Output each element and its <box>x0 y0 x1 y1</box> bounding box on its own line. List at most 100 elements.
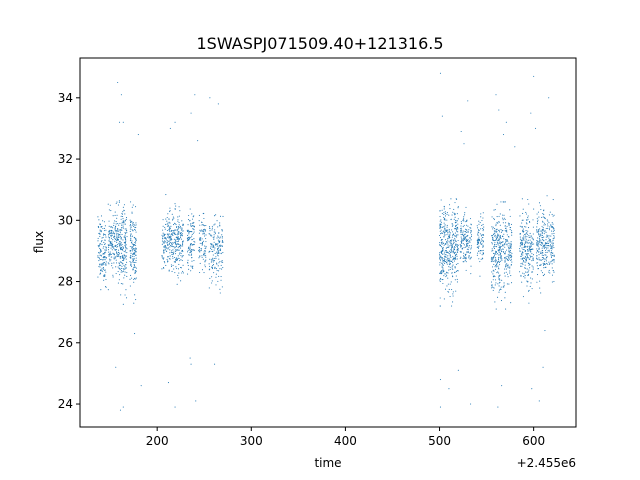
scatter-point <box>187 237 190 239</box>
scatter-point <box>176 249 178 251</box>
scatter-point <box>529 239 531 241</box>
scatter-point <box>219 225 221 227</box>
scatter-point <box>104 286 107 288</box>
scatter-point <box>114 238 116 240</box>
scatter-point <box>522 263 524 265</box>
scatter-point <box>543 224 545 226</box>
scatter-point <box>222 261 224 263</box>
scatter-point <box>447 277 449 279</box>
scatter-point <box>99 248 101 250</box>
scatter-point <box>135 267 137 269</box>
scatter-point <box>440 226 442 228</box>
scatter-point <box>496 240 498 242</box>
scatter-point <box>443 262 446 264</box>
scatter-point <box>122 246 124 248</box>
scatter-point <box>543 245 545 247</box>
scatter-point <box>102 220 104 222</box>
scatter-point <box>528 253 530 255</box>
scatter-point <box>492 237 494 239</box>
scatter-point <box>467 249 469 251</box>
scatter-point <box>124 271 126 273</box>
scatter-point <box>120 244 122 246</box>
scatter-point <box>442 250 444 252</box>
scatter-point <box>547 225 549 227</box>
scatter-point <box>499 236 502 238</box>
scatter-point <box>166 225 168 227</box>
scatter-point-outlier <box>538 400 540 402</box>
scatter-point <box>503 233 505 235</box>
scatter-point <box>540 234 542 236</box>
scatter-point <box>520 255 522 257</box>
scatter-point <box>502 251 505 253</box>
chart-title: 1SWASPJ071509.40+121316.5 <box>196 34 443 53</box>
scatter-point <box>203 228 205 230</box>
scatter-point <box>499 247 501 249</box>
scatter-point <box>526 254 528 256</box>
scatter-point <box>457 207 459 209</box>
scatter-point <box>103 233 105 235</box>
scatter-point <box>178 257 180 260</box>
scatter-point <box>505 308 507 310</box>
scatter-point <box>541 247 543 249</box>
scatter-point <box>439 253 441 255</box>
scatter-point <box>508 258 510 260</box>
scatter-point <box>463 256 465 258</box>
scatter-point <box>175 253 177 255</box>
scatter-point <box>135 227 137 229</box>
scatter-point <box>118 255 120 257</box>
scatter-point <box>546 195 548 197</box>
scatter-point <box>551 267 553 269</box>
scatter-point <box>465 240 467 243</box>
scatter-point <box>552 246 554 248</box>
scatter-point <box>177 247 179 249</box>
scatter-point <box>177 228 179 230</box>
scatter-point <box>174 256 176 259</box>
scatter-point <box>494 264 497 266</box>
scatter-point <box>130 225 132 227</box>
scatter-point <box>167 240 169 242</box>
scatter-point <box>135 231 137 233</box>
scatter-point <box>451 245 453 247</box>
scatter-point <box>448 250 450 252</box>
scatter-point <box>510 264 512 266</box>
scatter-point <box>522 208 524 210</box>
scatter-point <box>528 250 530 252</box>
scatter-point <box>220 245 222 247</box>
scatter-point <box>201 244 203 246</box>
scatter-point <box>545 242 547 244</box>
scatter-point <box>495 238 497 240</box>
scatter-point <box>123 264 125 266</box>
scatter-point <box>213 238 215 240</box>
scatter-point <box>181 259 183 262</box>
scatter-point <box>131 235 134 237</box>
scatter-point <box>523 235 525 237</box>
scatter-point <box>546 263 548 265</box>
scatter-point <box>126 271 128 274</box>
scatter-point <box>525 226 527 228</box>
scatter-point <box>205 237 207 240</box>
scatter-point <box>439 260 442 262</box>
scatter-point <box>200 230 202 232</box>
scatter-point <box>453 242 455 244</box>
scatter-point <box>442 261 444 263</box>
scatter-point <box>532 271 534 273</box>
scatter-point <box>508 283 510 285</box>
scatter-point <box>496 242 498 244</box>
scatter-point <box>103 256 105 258</box>
scatter-point <box>118 201 120 203</box>
scatter-point <box>445 239 447 241</box>
scatter-point <box>166 258 168 260</box>
scatter-point <box>508 246 510 249</box>
scatter-point <box>543 274 545 277</box>
scatter-point <box>172 264 174 266</box>
scatter-point <box>129 285 131 287</box>
scatter-point <box>523 257 525 259</box>
scatter-point <box>99 272 101 274</box>
scatter-point <box>495 308 497 310</box>
scatter-point <box>508 255 510 257</box>
scatter-point <box>446 224 448 227</box>
scatter-point <box>540 270 542 272</box>
scatter-point <box>135 242 137 244</box>
scatter-point <box>529 245 531 247</box>
